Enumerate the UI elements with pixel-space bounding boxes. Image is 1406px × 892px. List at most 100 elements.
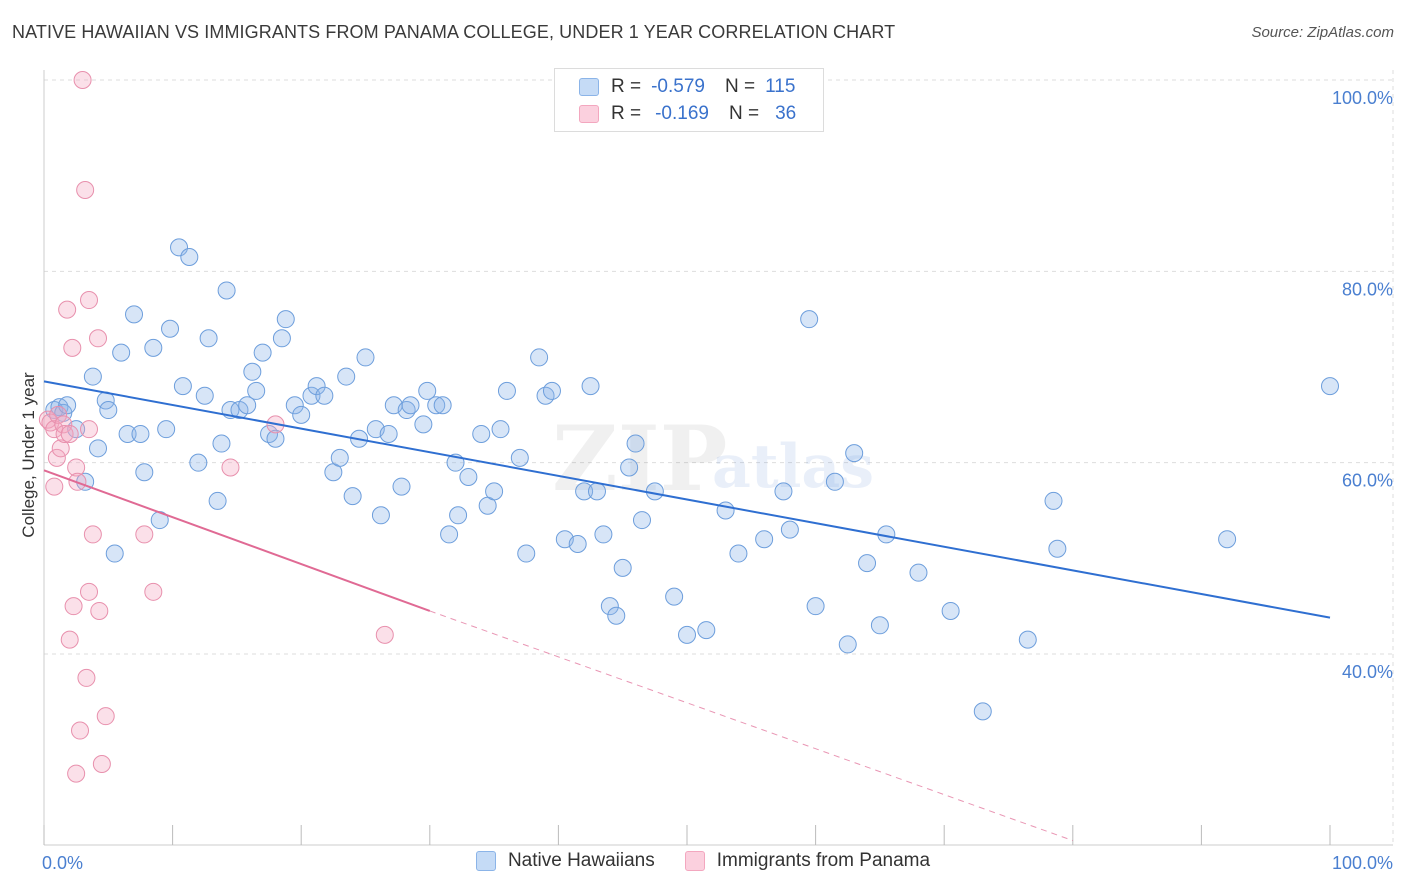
native-hawaiian-point	[607, 606, 626, 625]
x-tick-label-min: 0.0%	[42, 853, 83, 873]
native-hawaiian-point	[276, 310, 295, 329]
native-hawaiian-point	[266, 429, 285, 448]
panama-point	[51, 439, 70, 458]
panama-point	[60, 424, 79, 443]
panama-point	[92, 755, 111, 774]
legend-r-label: R =	[611, 103, 642, 124]
native-hawaiian-point	[806, 597, 825, 616]
native-hawaiian-point	[587, 482, 606, 501]
native-hawaiian-point	[157, 420, 176, 439]
native-hawaiian-point	[118, 424, 137, 443]
native-hawaiian-point	[755, 530, 774, 549]
native-hawaiian-point	[161, 319, 180, 338]
axis-layer: 100.0% 80.0% 60.0% 40.0%	[43, 70, 1393, 846]
panama-point	[55, 424, 74, 443]
points-layer	[38, 71, 1339, 783]
native-hawaiian-point	[449, 506, 468, 525]
native-hawaiian-trend-line	[43, 380, 1331, 619]
panama-point	[144, 582, 163, 601]
y-tick-label: 100.0%	[1332, 88, 1393, 108]
native-hawaiian-point	[838, 635, 857, 654]
native-hawaiian-point	[581, 377, 600, 396]
native-hawaiian-point	[909, 563, 928, 582]
native-hawaiian-point	[485, 482, 504, 501]
legend-item-native-hawaiians[interactable]: Native Hawaiians	[475, 850, 655, 872]
panama-point	[67, 764, 86, 783]
native-hawaiian-point	[568, 534, 587, 553]
native-hawaiian-point	[302, 386, 321, 405]
native-hawaiian-point	[307, 377, 326, 396]
legend-r-value: -0.579	[651, 76, 705, 97]
native-hawaiian-point	[414, 415, 433, 434]
native-hawaiian-point	[800, 310, 819, 329]
native-hawaiian-point	[243, 362, 262, 381]
native-hawaiian-point	[491, 420, 510, 439]
panama-point	[80, 420, 99, 439]
native-hawaiian-point	[247, 381, 266, 400]
native-hawaiian-point	[459, 468, 478, 487]
native-hawaiian-point	[645, 482, 664, 501]
native-hawaiian-point	[125, 305, 144, 324]
native-hawaiian-point	[392, 477, 411, 496]
y-axis-label: College, Under 1 year	[19, 372, 38, 538]
watermark: ZIP atlas	[552, 406, 874, 512]
chart-title: NATIVE HAWAIIAN VS IMMIGRANTS FROM PANAM…	[12, 22, 896, 42]
native-hawaiian-point	[343, 487, 362, 506]
panama-point	[90, 601, 109, 620]
native-hawaiian-point	[112, 343, 131, 362]
panama-point	[71, 721, 90, 740]
series-legend: Native Hawaiians Immigrants from Panama	[0, 850, 1406, 872]
legend-label-native-hawaiians: Native Hawaiians	[507, 850, 655, 871]
native-hawaiian-point	[337, 367, 356, 386]
native-hawaiian-point	[238, 396, 257, 415]
panama-point	[135, 525, 154, 544]
legend-item-immigrants-panama[interactable]: Immigrants from Panama	[684, 850, 930, 872]
native-hawaiian-point	[315, 386, 334, 405]
native-hawaiian-point	[632, 511, 651, 530]
native-hawaiian-point	[825, 472, 844, 491]
native-hawaiian-point	[729, 544, 748, 563]
panama-trend-extension	[429, 610, 1073, 842]
legend-row-native-hawaiians: R = -0.579 N = 115	[579, 74, 795, 100]
x-tick-label-max: 100.0%	[1332, 853, 1393, 873]
watermark-atlas: atlas	[712, 432, 874, 502]
native-hawaiian-point	[330, 448, 349, 467]
panama-point	[80, 582, 99, 601]
native-hawaiian-point	[575, 482, 594, 501]
native-hawaiian-point	[199, 329, 218, 348]
legend-r-label: R =	[611, 76, 642, 97]
native-hawaiian-point	[217, 281, 236, 300]
native-hawaiian-point	[780, 520, 799, 539]
native-hawaiian-point	[542, 381, 561, 400]
native-hawaiian-point	[180, 247, 199, 266]
native-hawaiian-point	[774, 482, 793, 501]
native-hawaiian-point	[433, 396, 452, 415]
native-hawaiian-point	[356, 348, 375, 367]
native-hawaiian-point	[144, 338, 163, 357]
native-hawaiian-point	[1218, 530, 1237, 549]
native-hawaiian-point	[517, 544, 536, 563]
native-hawaiian-point	[1044, 491, 1063, 510]
panama-point	[89, 329, 108, 348]
native-hawaiian-point	[472, 424, 491, 443]
native-hawaiian-point	[99, 401, 118, 420]
panama-point	[58, 300, 77, 319]
native-hawaiian-point	[697, 621, 716, 640]
native-hawaiian-point	[440, 525, 459, 544]
panama-point	[83, 525, 102, 544]
legend-n-label: N =	[724, 76, 756, 97]
native-hawaiian-point	[253, 343, 272, 362]
native-hawaiian-point	[600, 597, 619, 616]
native-hawaiian-point	[379, 424, 398, 443]
panama-trend-line	[43, 469, 431, 612]
panama-point	[64, 597, 83, 616]
native-hawaiian-point	[401, 396, 420, 415]
native-hawaiian-point	[941, 601, 960, 620]
panama-point	[67, 458, 86, 477]
native-hawaiian-point	[973, 702, 992, 721]
native-hawaiian-point	[530, 348, 549, 367]
panama-point	[221, 458, 240, 477]
native-hawaiian-point	[418, 381, 437, 400]
panama-point	[45, 477, 64, 496]
native-hawaiian-point	[58, 396, 77, 415]
